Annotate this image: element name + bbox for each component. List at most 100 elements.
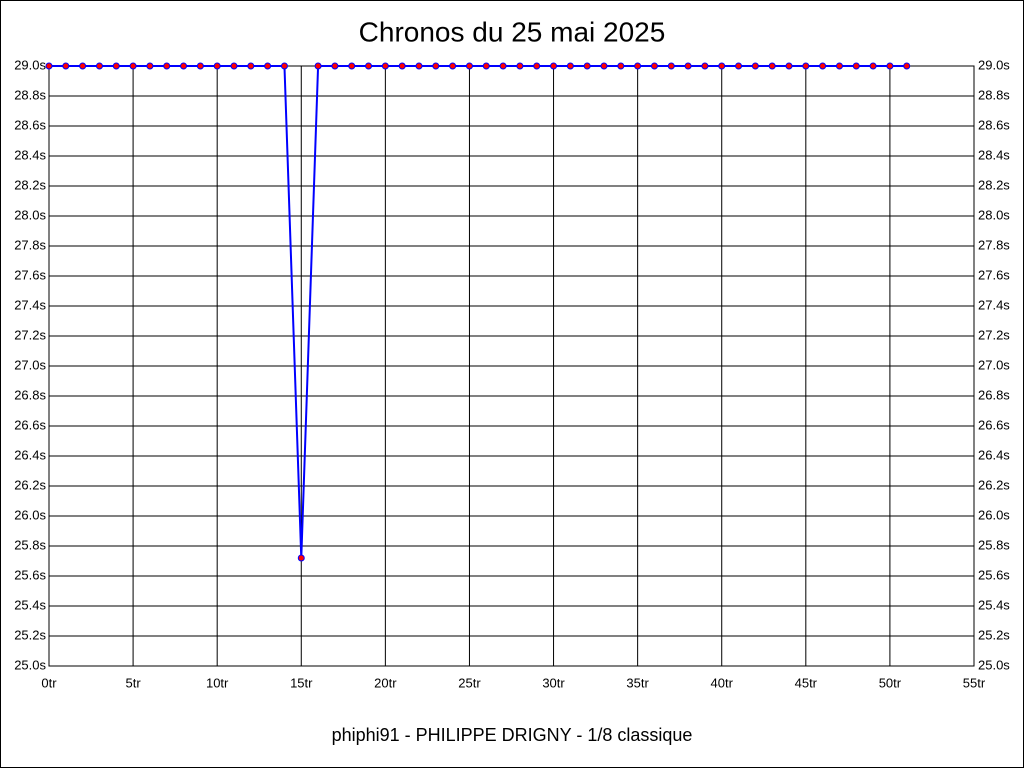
point <box>482 62 490 70</box>
point <box>886 62 894 70</box>
y-tick-label: 26.4s <box>14 447 46 462</box>
point <box>415 62 423 70</box>
point <box>247 62 255 70</box>
point <box>869 62 877 70</box>
y-tick-label: 27.6s <box>14 267 46 282</box>
y-tick-label: 27.0s <box>14 357 46 372</box>
y2-tick-label: 28.8s <box>978 87 1010 102</box>
y2-tick-label: 27.8s <box>978 237 1010 252</box>
x-tick-label: 25tr <box>458 675 481 690</box>
point <box>79 62 87 70</box>
y2-tick-label: 26.8s <box>978 387 1010 402</box>
point <box>465 62 473 70</box>
point <box>735 62 743 70</box>
y-tick-label: 28.4s <box>14 147 46 162</box>
point <box>684 62 692 70</box>
point <box>819 62 827 70</box>
point <box>650 62 658 70</box>
point <box>163 62 171 70</box>
point <box>634 62 642 70</box>
y-tick-label: 26.8s <box>14 387 46 402</box>
point <box>583 62 591 70</box>
y2-tick-label: 25.8s <box>978 537 1010 552</box>
footer: phiphi91 - PHILIPPE DRIGNY - 1/8 classiq… <box>332 725 693 745</box>
y2-tick-label: 26.4s <box>978 447 1010 462</box>
point <box>768 62 776 70</box>
point <box>348 62 356 70</box>
y2-tick-label: 26.0s <box>978 507 1010 522</box>
y-tick-label: 27.4s <box>14 297 46 312</box>
y-tick-label: 25.6s <box>14 567 46 582</box>
y2-tick-label: 25.2s <box>978 627 1010 642</box>
point <box>280 62 288 70</box>
x-tick-label: 55tr <box>963 675 986 690</box>
y2-tick-label: 25.4s <box>978 597 1010 612</box>
point <box>499 62 507 70</box>
y2-tick-label: 27.6s <box>978 267 1010 282</box>
point <box>112 62 120 70</box>
x-tick-label: 45tr <box>795 675 818 690</box>
y-tick-label: 25.8s <box>14 537 46 552</box>
y2-tick-label: 26.6s <box>978 417 1010 432</box>
y-tick-label: 28.8s <box>14 87 46 102</box>
y2-tick-label: 27.4s <box>978 297 1010 312</box>
y2-tick-label: 27.2s <box>978 327 1010 342</box>
y-tick-label: 26.0s <box>14 507 46 522</box>
point <box>718 62 726 70</box>
point <box>196 62 204 70</box>
y-tick-label: 28.2s <box>14 177 46 192</box>
point <box>449 62 457 70</box>
point <box>667 62 675 70</box>
point <box>751 62 759 70</box>
point <box>213 62 221 70</box>
point <box>264 62 272 70</box>
chart-title: Chronos du 25 mai 2025 <box>359 16 666 47</box>
point <box>129 62 137 70</box>
point <box>180 62 188 70</box>
x-tick-label: 15tr <box>290 675 313 690</box>
point <box>45 62 53 70</box>
point <box>62 62 70 70</box>
point <box>230 62 238 70</box>
point <box>701 62 709 70</box>
point <box>566 62 574 70</box>
point <box>600 62 608 70</box>
point <box>802 62 810 70</box>
point <box>835 62 843 70</box>
y2-tick-label: 28.2s <box>978 177 1010 192</box>
y-tick-label: 29.0s <box>14 57 46 72</box>
x-tick-label: 0tr <box>41 675 57 690</box>
series-line <box>49 65 907 559</box>
point <box>95 62 103 70</box>
x-tick-label: 5tr <box>126 675 142 690</box>
point <box>398 62 406 70</box>
point <box>146 62 154 70</box>
y-tick-label: 25.4s <box>14 597 46 612</box>
point <box>550 62 558 70</box>
point <box>297 554 305 562</box>
y-tick-label: 25.0s <box>14 657 46 672</box>
y2-tick-label: 25.0s <box>978 657 1010 672</box>
y2-tick-label: 29.0s <box>978 57 1010 72</box>
point <box>903 62 911 70</box>
point <box>381 62 389 70</box>
y-tick-label: 26.2s <box>14 477 46 492</box>
point <box>365 62 373 70</box>
x-tick-label: 50tr <box>879 675 902 690</box>
y2-tick-label: 28.4s <box>978 147 1010 162</box>
y2-tick-label: 28.0s <box>978 207 1010 222</box>
point <box>533 62 541 70</box>
point <box>314 62 322 70</box>
point <box>516 62 524 70</box>
y-tick-label: 27.2s <box>14 327 46 342</box>
y2-tick-label: 27.0s <box>978 357 1010 372</box>
point <box>432 62 440 70</box>
y-tick-label: 27.8s <box>14 237 46 252</box>
x-tick-label: 20tr <box>374 675 397 690</box>
y-tick-label: 25.2s <box>14 627 46 642</box>
y2-tick-label: 28.6s <box>978 117 1010 132</box>
y2-tick-label: 25.6s <box>978 567 1010 582</box>
point <box>331 62 339 70</box>
